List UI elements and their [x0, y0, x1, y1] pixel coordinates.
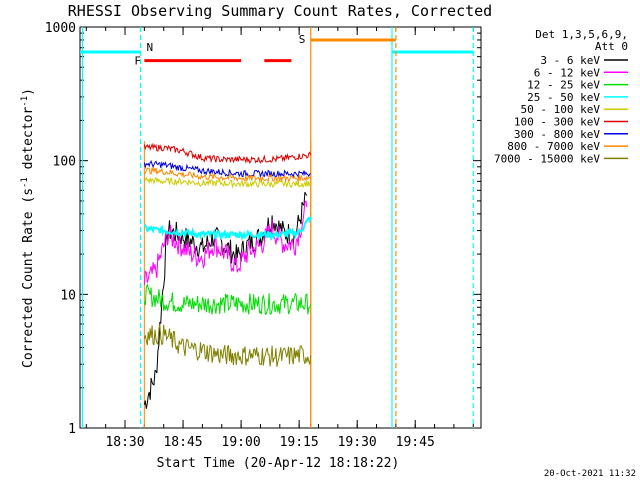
legend-label: 3 - 6 keV — [540, 54, 600, 67]
x-axis-label: Start Time (20-Apr-12 18:18:22) — [157, 456, 400, 471]
x-tick-label: 19:30 — [338, 435, 377, 450]
legend-label: 6 - 12 keV — [534, 66, 601, 79]
legend-header: Det 1,3,5,6,9, — [535, 28, 628, 41]
x-tick-label: 18:30 — [105, 435, 144, 450]
legend-label: 300 - 800 keV — [514, 128, 600, 141]
series-line — [143, 324, 312, 367]
legend-label: 100 - 300 keV — [514, 116, 600, 129]
axis-ticks: 18:30 18:45 19:00 19:15 19:30 19:45 1 10 100 1000 — [45, 21, 481, 450]
y-tick-label: 10 — [60, 288, 76, 303]
chart-title: RHESSI Observing Summary Count Rates, Co… — [68, 2, 492, 20]
y-axis-label: Corrected Count Rate (s-1 detector-1) — [20, 88, 36, 368]
flag-label: S — [299, 33, 306, 46]
x-tick-label: 19:00 — [222, 435, 261, 450]
legend-label: 12 - 25 keV — [527, 79, 600, 92]
legend-label: 800 - 7000 keV — [507, 140, 600, 153]
legend-label: 50 - 100 keV — [521, 103, 601, 116]
legend-label: 25 - 50 keV — [527, 91, 600, 104]
plot-frame — [79, 26, 482, 429]
x-tick-label: 19:15 — [280, 435, 319, 450]
flag-label: F — [134, 55, 141, 68]
flag-label: N — [146, 41, 153, 54]
y-tick-label: 100 — [53, 155, 76, 170]
series-line — [143, 176, 312, 189]
x-tick-label: 19:45 — [396, 435, 435, 450]
legend-label: 7000 - 15000 keV — [494, 152, 600, 165]
y-tick-label: 1 — [68, 422, 76, 437]
series-line — [143, 160, 311, 179]
footer-date: 20-Oct-2021 11:32 — [544, 469, 636, 479]
series-line — [144, 167, 311, 184]
flag-markers: NF S — [80, 27, 474, 428]
series-lines — [143, 142, 312, 409]
legend-header: Att 0 — [595, 40, 628, 53]
series-line — [143, 216, 312, 241]
series-line — [143, 282, 312, 315]
y-tick-label: 1000 — [45, 21, 76, 36]
series-line — [143, 200, 308, 285]
x-tick-label: 18:45 — [163, 435, 202, 450]
series-line — [143, 142, 312, 164]
